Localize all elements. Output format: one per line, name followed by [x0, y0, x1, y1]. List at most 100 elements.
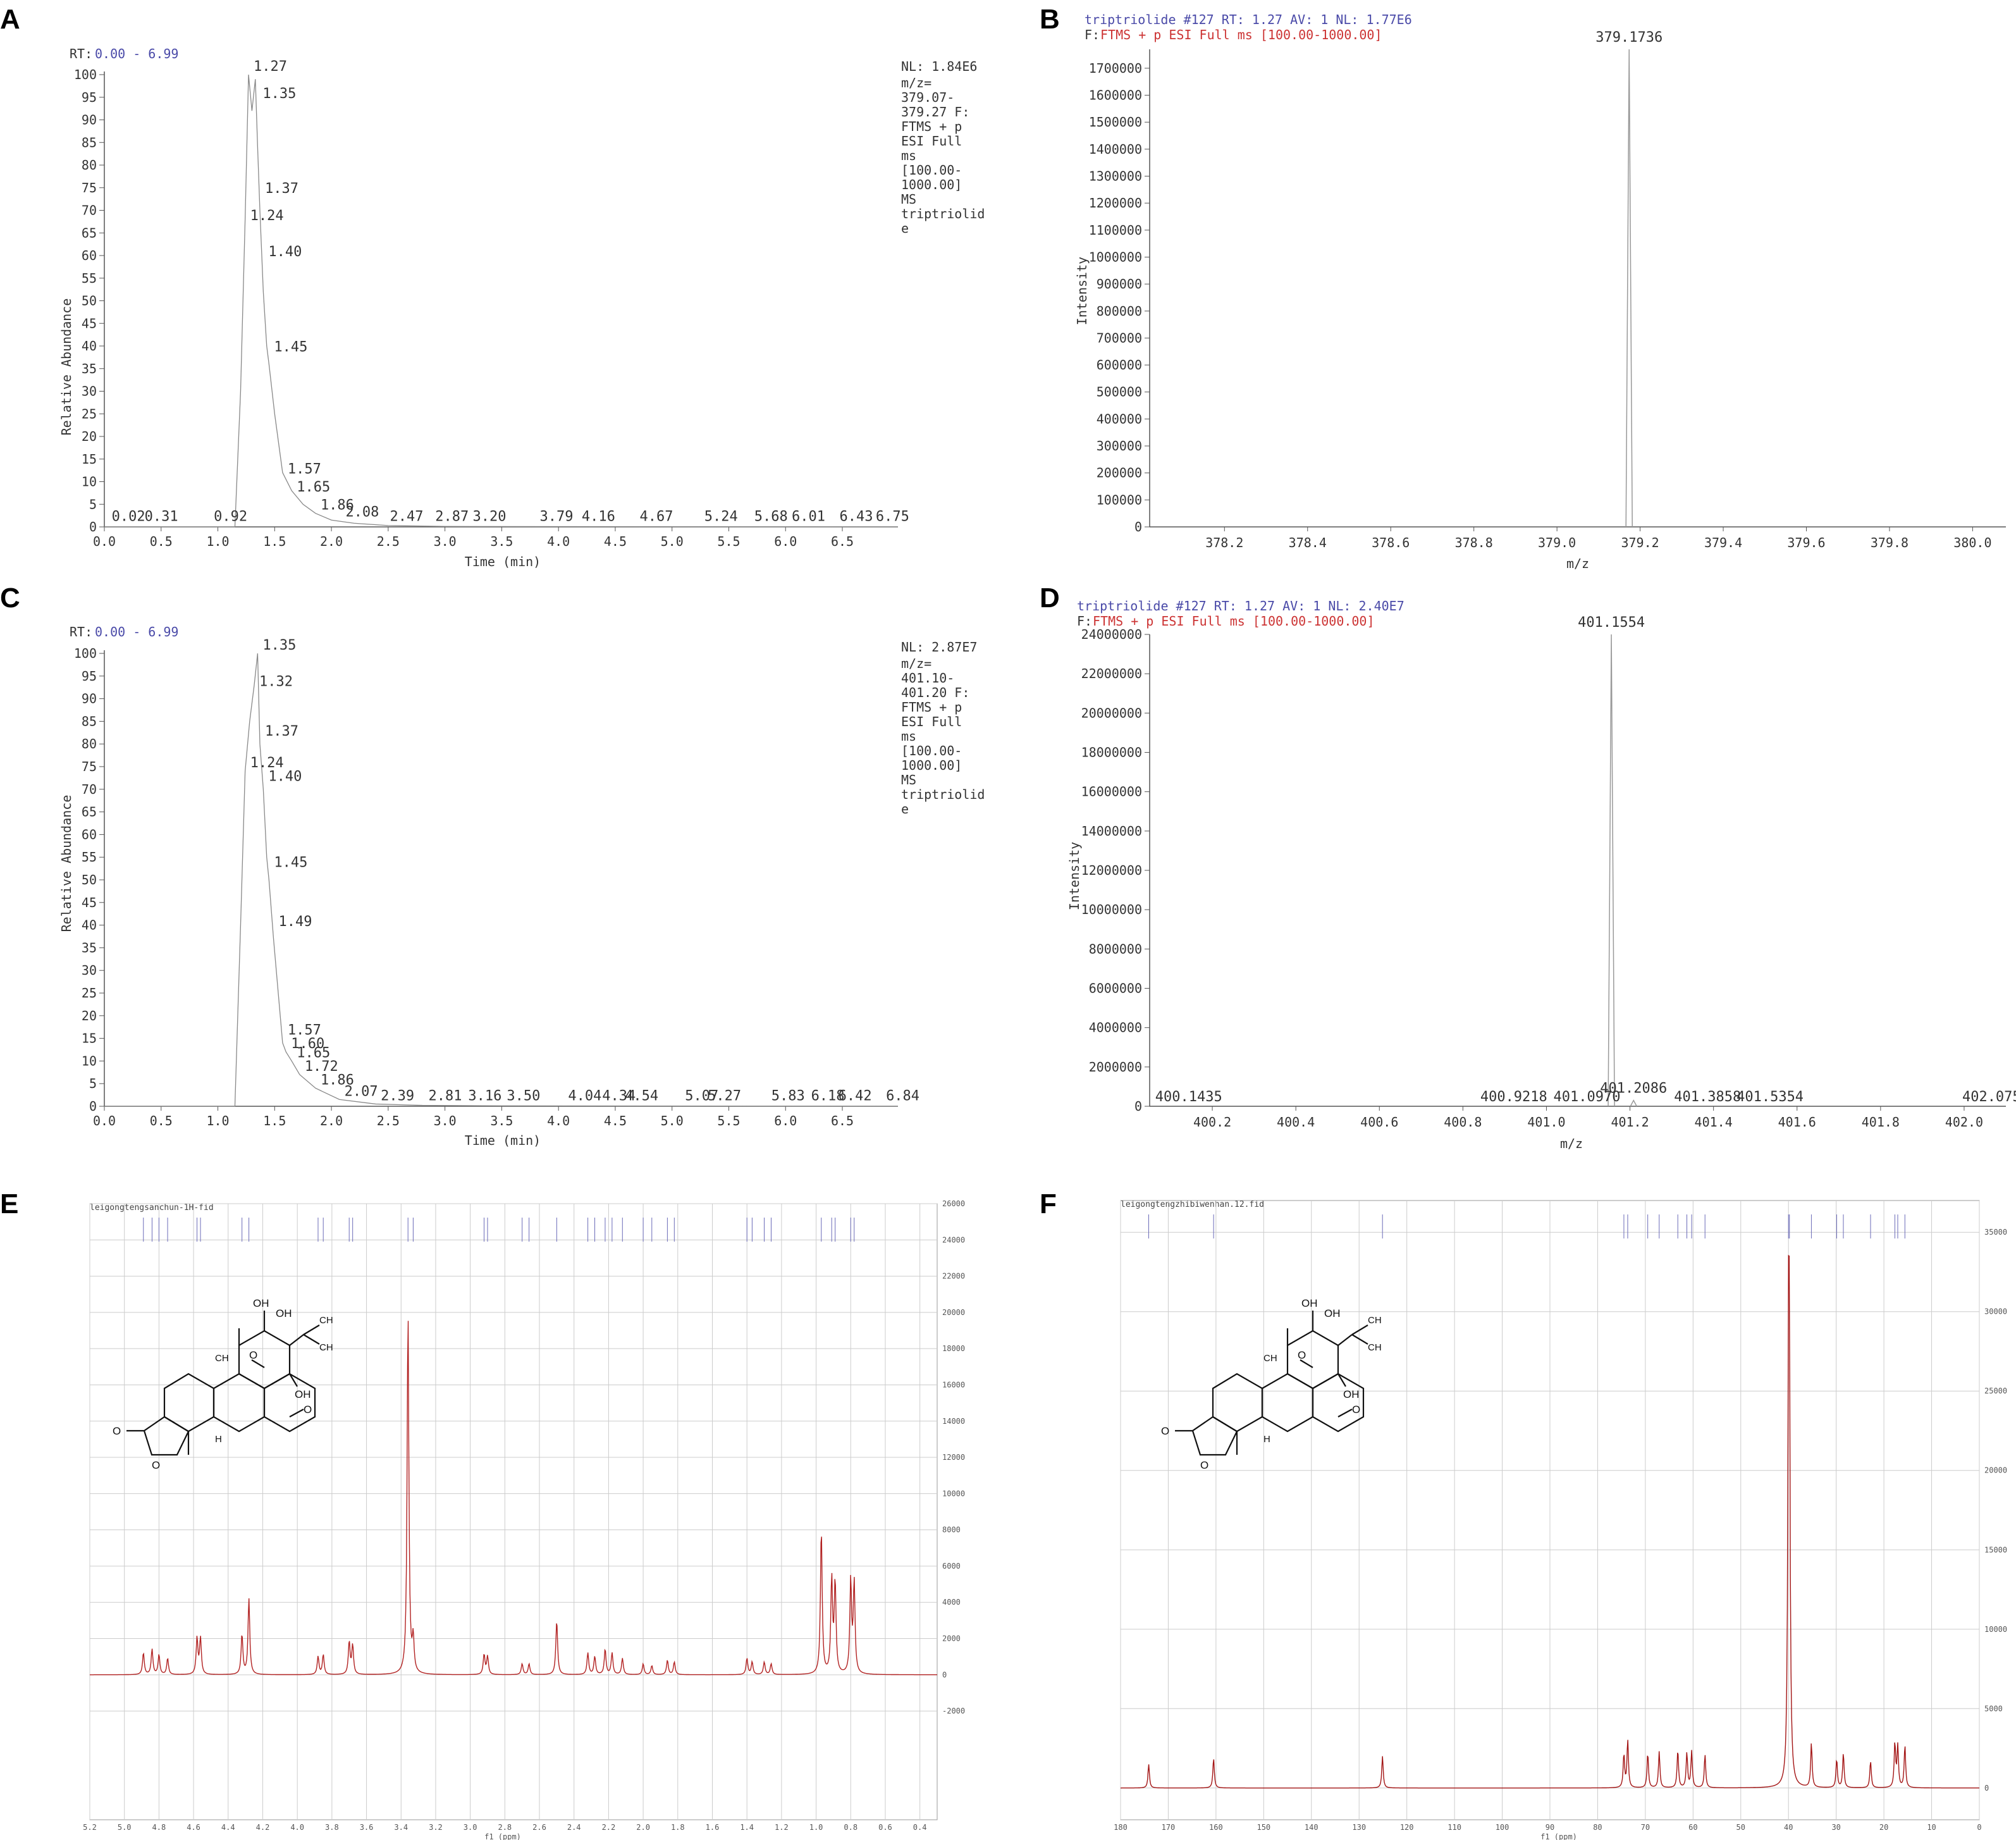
peak-label: 1.35 [262, 86, 296, 102]
x-tick-label: 3.5 [490, 534, 513, 549]
svg-text:CH: CH [1368, 1342, 1382, 1353]
x-tick-label: 6.5 [831, 1113, 854, 1128]
x-tick-label: 5.5 [717, 534, 740, 549]
x-tick-label: 379.4 [1704, 535, 1742, 550]
svg-text:H: H [1263, 1434, 1270, 1445]
peak-label: 1.72 [305, 1059, 338, 1075]
x-tick-label: 2.4 [567, 1823, 581, 1832]
x-axis-label: m/z [1560, 1136, 1583, 1151]
info-line: NL: 1.84E6 [901, 59, 977, 74]
panel-d: D triptriolide #127 RT: 1.27 AV: 1 NL: 2… [1040, 583, 2016, 1151]
y-tick-label: 60 [82, 248, 97, 263]
spectrum-title: leigongtengsanchun-1H-fid [90, 1203, 214, 1213]
y-tick-label: 90 [82, 691, 97, 707]
x-axis-label: f1 (ppm) [1540, 1832, 1577, 1840]
chromatogram-plot: 0 5 10 15 20 25 30 35 40 45 50 55 60 65 70 75 80 85 90 95 10… [74, 638, 919, 1128]
x-tick-label: 60 [1688, 1823, 1697, 1832]
peak-label: 6.18 [811, 1088, 845, 1104]
filter-header: FTMS + p ESI Full ms [100.00-1000.00] [1100, 27, 1382, 42]
y-tick-label: 45 [82, 316, 97, 331]
x-tick-label: 100 [1496, 1823, 1509, 1832]
x-tick-label: 5.2 [83, 1823, 97, 1832]
peak-label: 5.07 [685, 1088, 718, 1104]
peak-label: 1.65 [297, 1045, 330, 1061]
x-tick-label: 140 [1305, 1823, 1318, 1832]
peak-label: 1.40 [268, 769, 302, 785]
y-tick-label: 14000000 [1081, 824, 1142, 839]
chromatogram-trace [104, 74, 899, 528]
y-tick-label: 70 [82, 782, 97, 797]
y-tick-label: 40 [82, 338, 97, 354]
x-axis-label: f1 (ppm) [484, 1832, 521, 1840]
x-tick-label: 0.6 [878, 1823, 892, 1832]
y-tick-label: 15 [82, 1031, 97, 1046]
y-tick-label: 25 [82, 985, 97, 1001]
peak-label: 2.08 [345, 504, 379, 520]
y-tick-label: 600000 [1097, 357, 1142, 373]
x-tick-label: 401.0 [1527, 1114, 1565, 1130]
x-tick-label: 0.4 [913, 1823, 927, 1832]
svg-text:O: O [1298, 1349, 1306, 1361]
panel-f: F leigongtengzhibiwenhan.12.fid f1 (ppm)… [1040, 1189, 2007, 1840]
y-axis-label: Intensity [1067, 842, 1082, 910]
x-tick-label: 3.0 [434, 1113, 457, 1128]
y-tick-label: 18000 [942, 1344, 965, 1353]
y-tick-label: 10000000 [1081, 902, 1142, 917]
y-tick-label: 95 [82, 90, 97, 105]
y-tick-label: 18000000 [1081, 745, 1142, 760]
x-tick-label: 0.5 [150, 1113, 173, 1128]
y-tick-label: 1300000 [1089, 168, 1142, 183]
panel-label: B [1040, 4, 1060, 35]
y-tick-label: 16000000 [1081, 784, 1142, 800]
y-tick-label: 5000 [1984, 1704, 2003, 1713]
peak-label: 6.75 [876, 509, 909, 524]
nmr-1h-plot: -2000 0 2000 4000 6000 8000 10000 12000 14000 160… [83, 1199, 965, 1832]
svg-text:O: O [304, 1404, 312, 1416]
peak-label: 2.39 [381, 1088, 414, 1104]
y-tick-label: 800000 [1097, 304, 1142, 319]
panel-label: E [0, 1189, 18, 1219]
peak-label: 3.16 [468, 1088, 501, 1104]
peak-label: 1.57 [288, 1023, 321, 1039]
peak-label: 401.5354 [1736, 1089, 1804, 1105]
svg-text:CH: CH [319, 1315, 333, 1326]
x-axis-label: Time (min) [465, 554, 541, 569]
info-line: 401.20 F: [901, 685, 969, 700]
mass-spectrum-plot: 0 2000000 4000000 6000000 8000000 10000000 120… [1081, 615, 2016, 1130]
y-tick-label: 300000 [1097, 438, 1142, 454]
y-tick-label: 60 [82, 827, 97, 842]
panel-e: E leigongtengsanchun-1H-fid f1 (ppm) -20… [0, 1189, 965, 1840]
y-tick-label: 80 [82, 736, 97, 751]
filter-header: FTMS + p ESI Full ms [100.00-1000.00] [1093, 614, 1375, 629]
x-tick-label: 1.4 [740, 1823, 754, 1832]
x-tick-label: 379.0 [1538, 535, 1576, 550]
y-tick-label: 40 [82, 918, 97, 933]
x-tick-label: 2.8 [498, 1823, 512, 1832]
y-tick-label: 15000 [1984, 1545, 2007, 1554]
x-tick-label: 3.2 [429, 1823, 443, 1832]
x-tick-label: 0.5 [150, 534, 173, 549]
y-tick-label: 0 [1984, 1784, 1989, 1793]
y-tick-label: 30 [82, 963, 97, 978]
x-tick-label: 1.5 [263, 1113, 286, 1128]
x-tick-label: 1.2 [775, 1823, 789, 1832]
x-tick-label: 2.2 [602, 1823, 616, 1832]
y-tick-label: 0 [1134, 519, 1142, 534]
x-tick-label: 5.5 [717, 1113, 740, 1128]
y-tick-label: 85 [82, 713, 97, 729]
y-tick-label: 50 [82, 293, 97, 309]
panel-b: B triptriolide #127 RT: 1.27 AV: 1 NL: 1… [1040, 4, 2006, 571]
y-tick-label: 5 [89, 497, 97, 512]
peak-label: 1.86 [321, 498, 354, 514]
x-tick-label: 401.8 [1862, 1114, 1900, 1130]
peak-label: 401.0970 [1554, 1089, 1621, 1105]
x-tick-label: 180 [1114, 1823, 1128, 1832]
y-tick-label: 700000 [1097, 330, 1142, 345]
molecule-atom-labels: OH OH CH CH OH CH O O O O H [1161, 1297, 1382, 1471]
filter-prefix: F: [1077, 614, 1092, 629]
peak-label: 0.31 [145, 509, 178, 524]
x-tick-label: 4.5 [604, 1113, 627, 1128]
info-line: ESI Full [901, 133, 962, 149]
x-tick-label: 10 [1927, 1823, 1936, 1832]
x-tick-label: 20 [1879, 1823, 1888, 1832]
